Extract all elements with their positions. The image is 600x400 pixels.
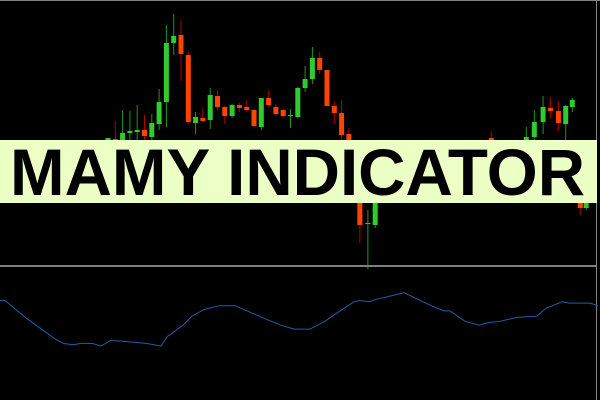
bear-candle — [251, 110, 257, 126]
title-banner: MAMY INDICATOR — [0, 135, 597, 209]
banner-background — [0, 140, 597, 203]
bull-candle — [309, 58, 315, 79]
bull-candle — [171, 36, 177, 43]
bull-candle — [540, 107, 546, 122]
bull-candle — [583, 202, 589, 208]
bear-candle — [555, 111, 561, 123]
bear-candle — [185, 55, 191, 122]
bull-candle — [149, 123, 155, 137]
bull-candle — [365, 223, 371, 224]
bull-candle — [193, 117, 199, 123]
bear-candle — [273, 107, 279, 114]
bull-candle — [563, 106, 569, 124]
bull-candle — [531, 122, 537, 137]
bull-candle — [258, 98, 264, 127]
bear-candle — [244, 107, 250, 110]
bull-candle — [163, 43, 169, 102]
bear-candle — [236, 105, 242, 108]
bear-candle — [324, 70, 330, 106]
bull-candle — [134, 130, 140, 132]
indicator-line — [0, 292, 599, 347]
bear-candle — [280, 110, 286, 116]
bear-candle — [577, 200, 583, 208]
bull-candle — [105, 138, 111, 140]
bull-candle — [229, 105, 235, 116]
bull-candle — [295, 88, 301, 117]
bull-candle — [127, 131, 133, 133]
bull-candle — [288, 115, 293, 116]
bear-candle — [339, 113, 345, 135]
bull-candle — [302, 79, 308, 88]
bull-candle — [156, 102, 162, 124]
bull-candle — [207, 95, 213, 120]
bear-candle — [317, 58, 323, 70]
bear-candle — [200, 118, 206, 121]
bear-candle — [266, 98, 272, 105]
bear-candle — [142, 130, 147, 136]
bear-candle — [331, 106, 337, 113]
bear-candle — [222, 107, 228, 116]
bull-candle — [569, 100, 575, 107]
bear-candle — [178, 35, 184, 54]
bear-candle — [547, 108, 553, 111]
bear-candle — [215, 96, 220, 107]
banner-title: MAMY INDICATOR — [10, 135, 585, 209]
